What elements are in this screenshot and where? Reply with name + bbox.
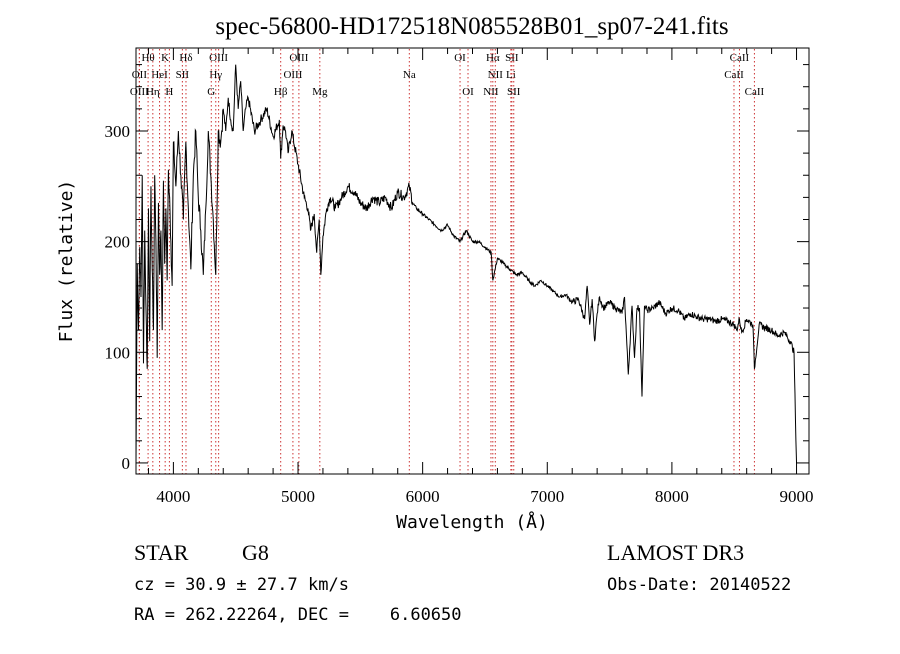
marker-label-22: Li <box>506 69 516 81</box>
y-tick-label: 0 <box>122 454 131 473</box>
marker-label-15: Mg <box>312 86 328 98</box>
x-axis-label: Wavelength (Å) <box>396 511 548 533</box>
marker-label-18: OI <box>462 86 474 98</box>
y-tick-label: 300 <box>105 122 131 141</box>
marker-label-16: Na <box>403 69 416 81</box>
survey-name: LAMOST DR3 <box>607 540 744 565</box>
x-tick-label: 9000 <box>780 487 814 506</box>
marker-label-13: OIII <box>289 52 308 64</box>
y-tick-label: 200 <box>105 233 131 252</box>
chart-title: spec-56800-HD172518N085528B01_sp07-241.f… <box>215 13 728 40</box>
marker-label-9: OIII <box>209 52 228 64</box>
x-tick-label: 6000 <box>406 487 440 506</box>
marker-label-11: G <box>207 86 215 98</box>
marker-label-10: Hγ <box>209 69 222 81</box>
marker-label-8: Hδ <box>179 52 192 64</box>
marker-label-23: NII <box>483 86 499 98</box>
marker-label-20: SII <box>505 52 519 64</box>
coordinates: RA = 262.22264, DEC = 6.60650 <box>134 605 462 625</box>
spectrum-series <box>135 64 798 463</box>
marker-label-2: OIII <box>130 86 149 98</box>
marker-label-1: OII <box>132 69 148 81</box>
marker-label-7: H <box>165 86 173 98</box>
object-class: STAR <box>134 540 189 565</box>
x-tick-label: 8000 <box>655 487 689 506</box>
redshift-velocity: cz = 30.9 ± 27.7 km/s <box>134 575 349 595</box>
plot-frame <box>135 47 810 475</box>
x-tick-label: 5000 <box>281 487 315 506</box>
marker-label-19: Hα <box>486 52 500 64</box>
x-tick-label: 4000 <box>156 487 190 506</box>
marker-label-5: K <box>161 52 169 64</box>
y-axis-ticks: 0 100 200 300 <box>105 64 809 473</box>
marker-label-3: HeI <box>151 69 168 81</box>
marker-label-25: CaII <box>730 52 750 64</box>
spectrum-line <box>135 64 798 463</box>
x-axis-ticks: 4000 5000 6000 7000 8000 9000 <box>147 48 814 506</box>
marker-label-0: Hθ <box>141 52 154 64</box>
marker-label-12: Hβ <box>274 86 288 98</box>
y-tick-label: 100 <box>105 343 131 362</box>
marker-label-17: OI <box>454 52 466 64</box>
marker-label-14: OIII <box>283 69 302 81</box>
marker-label-4: Hη <box>146 86 160 98</box>
marker-label-24: SII <box>507 86 521 98</box>
marker-label-26: CaII <box>724 69 744 81</box>
obs-date: Obs-Date: 20140522 <box>607 575 791 595</box>
marker-label-27: CaII <box>745 86 765 98</box>
object-subclass: G8 <box>242 540 269 565</box>
marker-label-21: NII <box>488 69 504 81</box>
marker-label-6: SII <box>176 69 190 81</box>
y-axis-label: Flux (relative) <box>56 180 77 343</box>
x-tick-label: 7000 <box>530 487 564 506</box>
